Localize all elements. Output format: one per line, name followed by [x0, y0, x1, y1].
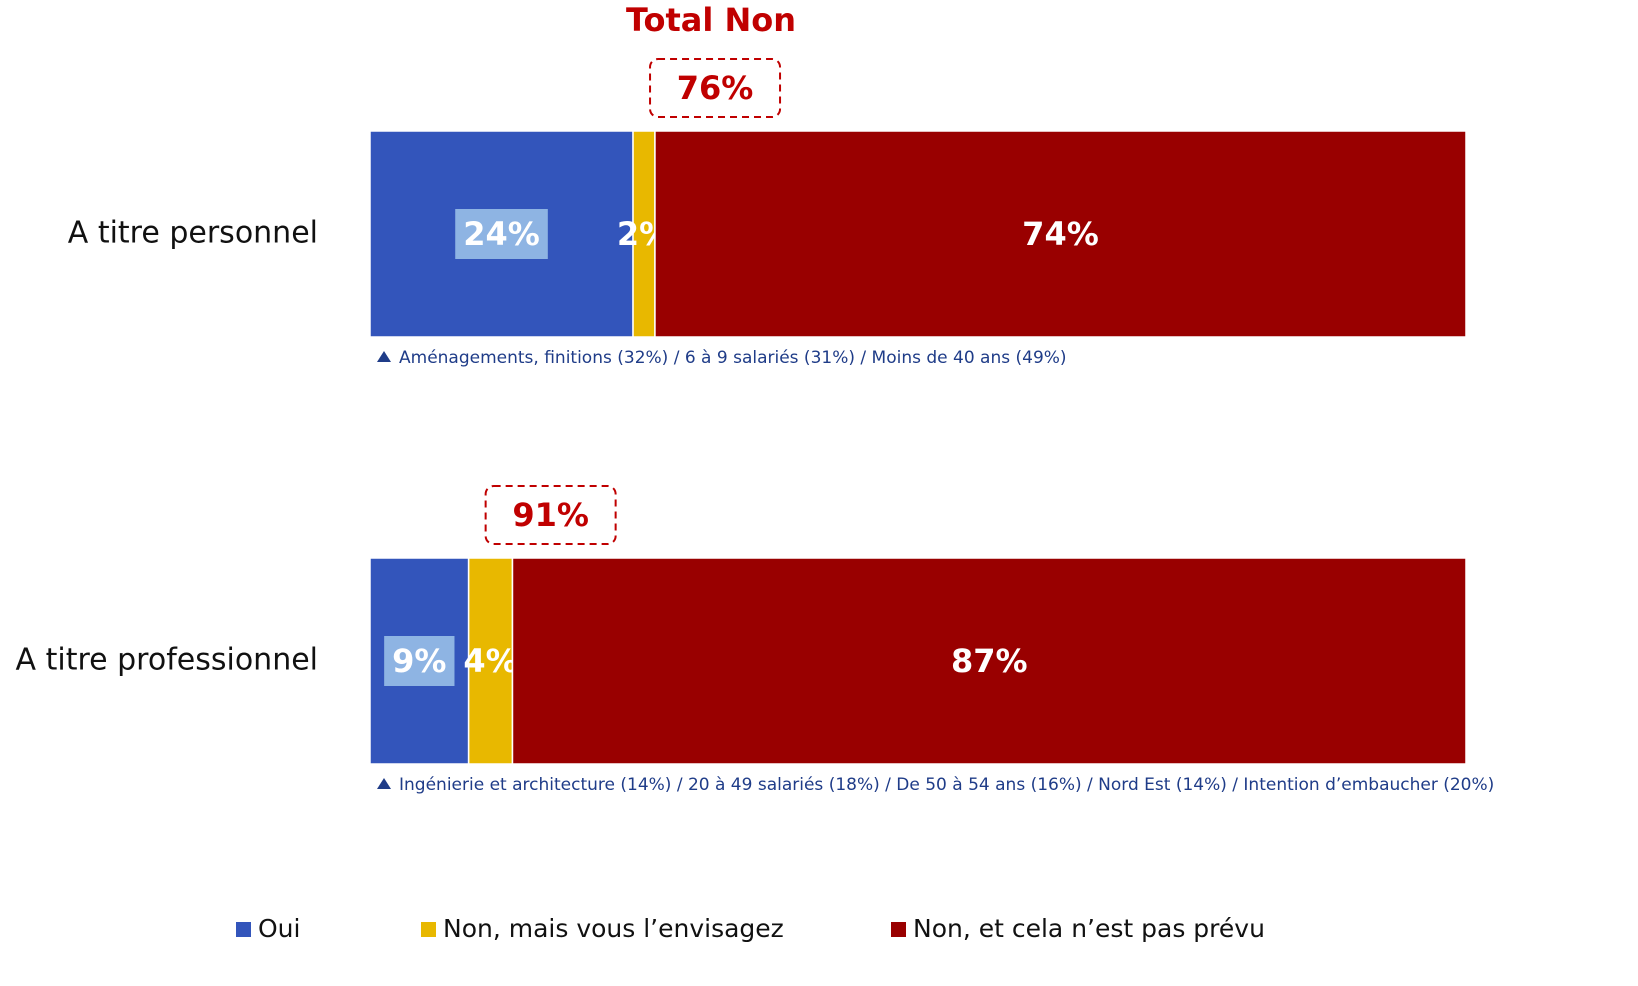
legend-swatch: [236, 922, 251, 937]
category-label: A titre personnel: [68, 216, 318, 251]
value-label: 24%: [463, 215, 540, 253]
value-label-bg: [455, 209, 548, 259]
total-label: 91%: [512, 496, 589, 534]
note-marker: [377, 778, 391, 789]
value-label: 9%: [392, 642, 446, 680]
note-marker: [377, 351, 391, 362]
legend-swatch: [891, 922, 906, 937]
bar-segment: [511, 557, 1467, 765]
bar-segment: [654, 130, 1467, 338]
total-box: [649, 58, 782, 118]
category-label: A titre professionnel: [16, 643, 318, 678]
value-label: 87%: [951, 642, 1028, 680]
value-label: 4%: [463, 642, 517, 680]
bar-segment: [467, 557, 514, 765]
value-label: 74%: [1022, 215, 1099, 253]
legend-swatch: [421, 922, 436, 937]
legend-label: Non, et cela n’est pas prévu: [913, 914, 1265, 943]
note: Ingénierie et architecture (14%) / 20 à …: [399, 775, 1494, 795]
value-label-bg: [384, 636, 455, 686]
legend-label: Oui: [258, 914, 300, 943]
totals-title: Total Non: [626, 1, 796, 39]
total-label: 76%: [677, 69, 754, 107]
total-box: [484, 485, 617, 545]
legend-label: Non, mais vous l’envisagez: [443, 914, 784, 943]
note: Aménagements, finitions (32%) / 6 à 9 sa…: [399, 348, 1067, 368]
